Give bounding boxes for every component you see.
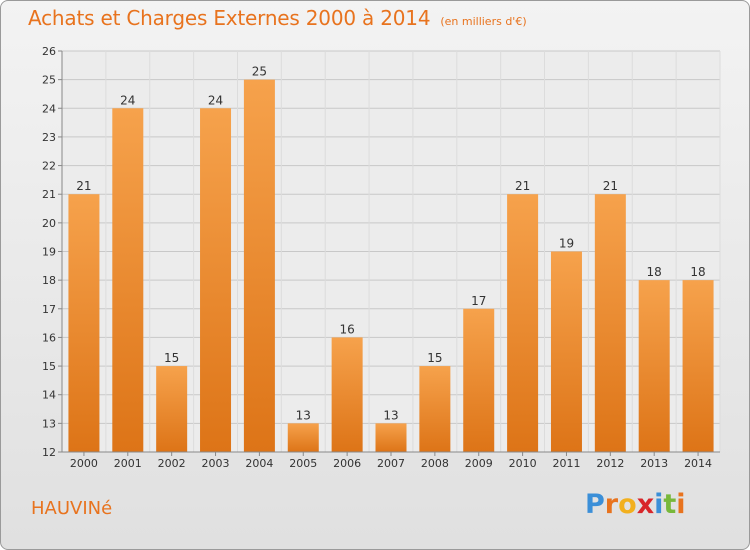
y-tick-label: 23 <box>42 131 56 144</box>
y-tick-label: 16 <box>42 331 56 344</box>
bar-value-label: 18 <box>690 265 705 279</box>
bar-2000 <box>68 194 100 452</box>
x-tick-label: 2004 <box>245 457 273 470</box>
bar-2006 <box>331 337 363 452</box>
x-tick-label: 2010 <box>509 457 537 470</box>
chart-subtitle: (en milliers d'€) <box>440 15 527 28</box>
x-tick-label: 2003 <box>202 457 230 470</box>
y-tick-label: 26 <box>42 45 56 58</box>
commune-name: HAUVINé <box>31 498 113 519</box>
y-tick-label: 22 <box>42 160 56 173</box>
y-tick-label: 18 <box>42 274 56 287</box>
bar-value-label: 19 <box>559 237 574 251</box>
bar-2003 <box>200 108 232 453</box>
bar-2005 <box>287 423 319 452</box>
y-tick-label: 19 <box>42 246 56 259</box>
bar-2002 <box>156 366 188 452</box>
y-tick-label: 25 <box>42 74 56 87</box>
bar-2001 <box>112 108 144 453</box>
bar-value-label: 16 <box>339 322 354 336</box>
y-tick-label: 20 <box>42 217 56 230</box>
x-tick-label: 2005 <box>289 457 317 470</box>
logo-letter: t <box>663 489 677 520</box>
bar-2010 <box>507 194 539 452</box>
bar-value-label: 25 <box>252 65 267 79</box>
title-row: Achats et Charges Externes 2000 à 2014 (e… <box>28 6 527 30</box>
bar-value-label: 21 <box>603 179 618 193</box>
y-tick-label: 15 <box>42 360 56 373</box>
y-tick-label: 14 <box>42 389 56 402</box>
y-tick-label: 13 <box>42 417 56 430</box>
bar-value-label: 15 <box>164 351 179 365</box>
bar-2013 <box>638 280 670 452</box>
x-tick-label: 2007 <box>377 457 405 470</box>
x-tick-label: 2006 <box>333 457 361 470</box>
x-tick-label: 2000 <box>70 457 98 470</box>
bar-2008 <box>419 366 451 452</box>
x-tick-label: 2008 <box>421 457 449 470</box>
bar-value-label: 17 <box>471 294 486 308</box>
bar-value-label: 18 <box>647 265 662 279</box>
x-tick-label: 2013 <box>640 457 668 470</box>
bar-value-label: 24 <box>208 93 223 107</box>
bar-value-label: 13 <box>296 408 311 422</box>
bar-2009 <box>463 308 495 452</box>
bar-value-label: 24 <box>120 93 135 107</box>
logo-letter: o <box>618 489 637 520</box>
x-tick-label: 2001 <box>114 457 142 470</box>
logo-letter: i <box>654 489 664 520</box>
bar-value-label: 15 <box>427 351 442 365</box>
bar-2011 <box>550 251 582 452</box>
x-tick-label: 2011 <box>552 457 580 470</box>
logo-letter: i <box>676 489 686 520</box>
bar-2007 <box>375 423 407 452</box>
y-tick-label: 24 <box>42 102 56 115</box>
x-tick-label: 2012 <box>596 457 624 470</box>
logo-letter: r <box>604 489 619 520</box>
proxiti-logo: Proxiti <box>585 489 686 520</box>
logo-letter: P <box>585 489 605 520</box>
y-tick-label: 21 <box>42 188 56 201</box>
bar-2012 <box>594 194 626 452</box>
y-tick-label: 17 <box>42 303 56 316</box>
bar-value-label: 21 <box>76 179 91 193</box>
bar-value-label: 13 <box>383 408 398 422</box>
bar-value-label: 21 <box>515 179 530 193</box>
bar-2004 <box>243 79 275 453</box>
bar-2014 <box>682 280 714 452</box>
x-tick-label: 2014 <box>684 457 712 470</box>
x-tick-label: 2002 <box>158 457 186 470</box>
y-tick-label: 12 <box>42 446 56 459</box>
logo-letter: x <box>636 489 655 520</box>
x-tick-label: 2009 <box>465 457 493 470</box>
chart-title: Achats et Charges Externes 2000 à 2014 <box>28 6 431 30</box>
